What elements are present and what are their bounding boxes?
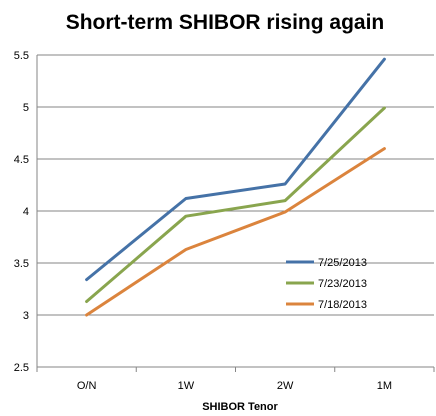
chart-title: Short-term SHIBOR rising again	[66, 11, 385, 34]
series-lines	[85, 57, 386, 317]
y-tick-label: 4.5	[14, 154, 29, 166]
series-line-2	[85, 106, 386, 303]
y-tick-label: 5	[23, 102, 29, 114]
y-tick-label: 3.5	[14, 258, 29, 270]
gridlines	[37, 54, 434, 316]
y-tick-label: 4	[23, 206, 29, 218]
x-axis-title: SHIBOR Tenor	[202, 401, 278, 413]
y-tick-label: 2.5	[14, 362, 29, 374]
x-tick-label: O/N	[77, 380, 97, 392]
y-tick-label: 5.5	[14, 50, 29, 62]
legend-label: 7/23/2013	[318, 278, 367, 290]
legend: 7/25/2013 7/23/2013 7/18/2013	[286, 257, 367, 311]
series-line-3	[85, 147, 386, 317]
series-line-1	[85, 57, 386, 282]
legend-label: 7/18/2013	[318, 299, 367, 311]
legend-label: 7/25/2013	[318, 257, 367, 269]
axes: 2.5 3 3.5 4 4.5 5 5.5 O/N 1W 2W 1M	[14, 50, 435, 392]
x-tick-label: 2W	[277, 380, 294, 392]
x-tick-label: 1W	[178, 380, 195, 392]
y-tick-label: 3	[23, 310, 29, 322]
x-tick-label: 1M	[377, 380, 392, 392]
